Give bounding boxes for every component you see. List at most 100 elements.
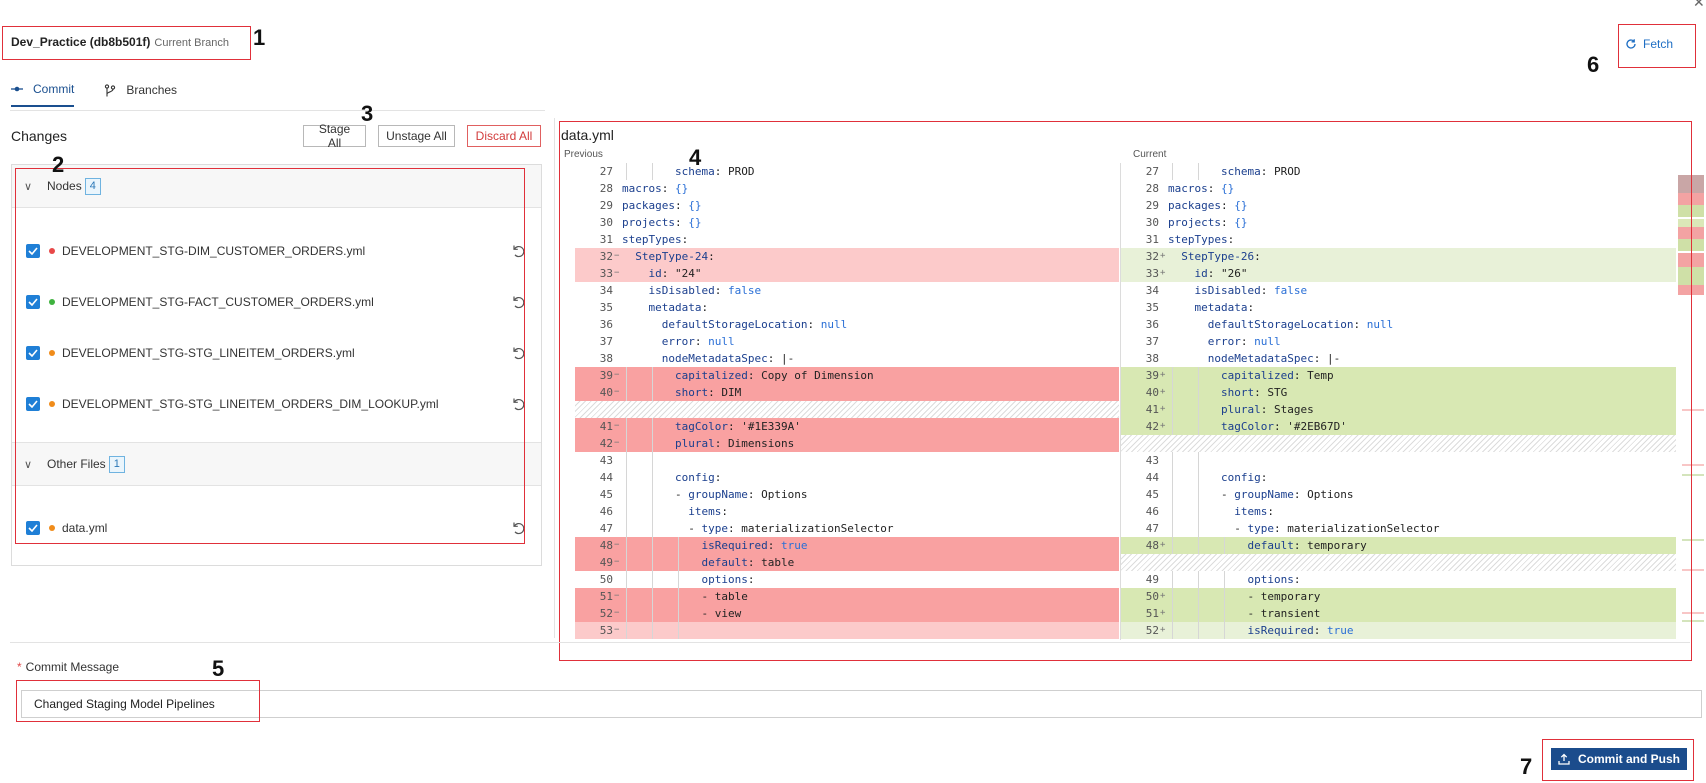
- close-icon[interactable]: ✕: [1693, 0, 1705, 10]
- line-code: error: null: [1207, 335, 1281, 348]
- line-number: 51: [1145, 607, 1159, 620]
- status-dot: [49, 401, 55, 407]
- callout-number-7: 7: [1520, 754, 1533, 779]
- line-code: config:: [1220, 471, 1268, 484]
- line-number: 43: [599, 454, 613, 467]
- line-number: 42: [1145, 420, 1159, 433]
- checkbox[interactable]: [26, 295, 40, 309]
- indent-guide: [652, 384, 653, 401]
- diff-line: 49− default: table: [575, 554, 1119, 571]
- checkbox[interactable]: [26, 244, 40, 258]
- callout-number-1: 1: [253, 25, 266, 50]
- refresh-icon: [1626, 39, 1636, 49]
- checkbox[interactable]: [26, 346, 40, 360]
- indent-guide: [1172, 571, 1173, 588]
- indent-guide: [1172, 520, 1173, 537]
- diff-line: 43: [575, 452, 1119, 469]
- file-row[interactable]: DEVELOPMENT_STG-FACT_CUSTOMER_ORDERS.yml: [26, 291, 526, 313]
- line-code: short: DIM: [674, 386, 742, 399]
- line-code: defaultStorageLocation: null: [661, 318, 848, 331]
- group-header-other-files[interactable]: ∨ Other Files 1: [12, 443, 541, 486]
- callout-number-2: 2: [52, 152, 65, 177]
- line-number: 31: [599, 233, 613, 246]
- diff-line: 42− plural: Dimensions: [575, 435, 1119, 452]
- indent-guide: [652, 435, 653, 452]
- line-number: 38: [1145, 352, 1159, 365]
- indent-guide: [626, 622, 627, 639]
- indent-guide: [678, 605, 679, 622]
- diff-marker: −: [614, 268, 620, 278]
- callout-box-5: [16, 680, 260, 722]
- undo-icon[interactable]: [510, 243, 526, 259]
- fetch-button[interactable]: Fetch: [1625, 37, 1673, 51]
- line-number: 42: [599, 437, 613, 450]
- group-header-nodes[interactable]: ∨ Nodes 4: [12, 165, 541, 208]
- indent-guide: [652, 367, 653, 384]
- file-row[interactable]: DEVELOPMENT_STG-DIM_CUSTOMER_ORDERS.yml: [26, 240, 526, 262]
- unstage-all-button[interactable]: Unstage All: [378, 125, 455, 147]
- line-code: - type: materializationSelector: [1168, 522, 1440, 535]
- undo-icon[interactable]: [510, 396, 526, 412]
- current-label: Current: [1133, 149, 1167, 160]
- checkbox[interactable]: [26, 521, 40, 535]
- undo-icon[interactable]: [510, 345, 526, 361]
- line-code: isRequired: true: [701, 539, 808, 552]
- indent-guide: [652, 469, 653, 486]
- indent-guide: [1198, 384, 1199, 401]
- diff-marker: −: [614, 591, 620, 601]
- commit-message-input[interactable]: [21, 690, 1702, 718]
- file-row[interactable]: data.yml: [26, 517, 526, 539]
- indent-guide: [626, 384, 627, 401]
- line-code: macros: {}: [622, 182, 689, 195]
- branch-icon: [105, 83, 116, 96]
- discard-all-button[interactable]: Discard All: [467, 125, 541, 147]
- bottom-divider: [10, 642, 1690, 643]
- diff-previous-pane[interactable]: 27 schema: PROD 28 macros: {} 29 packages: {…: [575, 163, 1119, 640]
- branch-name: Dev_Practice (db8b501f): [11, 35, 151, 49]
- indent-guide: [626, 520, 627, 537]
- line-code: tagColor: '#2EB67D': [1220, 420, 1347, 433]
- indent-guide: [1172, 622, 1173, 639]
- tab-commit[interactable]: Commit: [11, 82, 75, 107]
- diff-line: 32− StepType-24:: [575, 248, 1119, 265]
- diff-line: 51 + - transient: [1121, 605, 1676, 622]
- stage-all-button[interactable]: Stage All: [303, 122, 366, 150]
- line-number: 32: [599, 250, 613, 263]
- line-number: 38: [599, 352, 613, 365]
- indent-guide: [652, 588, 653, 605]
- indent-guide: [1224, 571, 1225, 588]
- commit-message-label: * Commit Message: [17, 660, 119, 674]
- diff-marker: −: [614, 370, 620, 380]
- count-badge: 4: [84, 177, 101, 195]
- group-label: Nodes: [47, 179, 82, 193]
- line-code: - type: materializationSelector: [622, 522, 894, 535]
- indent-guide: [1198, 486, 1199, 503]
- commit-and-push-button[interactable]: Commit and Push: [1551, 748, 1687, 770]
- line-code: items:: [688, 505, 728, 518]
- checkbox[interactable]: [26, 397, 40, 411]
- tabs-divider: [10, 110, 545, 111]
- line-code: plural: Dimensions: [674, 437, 795, 450]
- line-code: config:: [674, 471, 722, 484]
- diff-marker: −: [614, 608, 620, 618]
- diff-line: 53−: [575, 622, 1119, 639]
- tab-branches[interactable]: Branches: [104, 82, 177, 107]
- line-number: 47: [1145, 522, 1159, 535]
- indent-guide: [1198, 622, 1199, 639]
- diff-marker: +: [1160, 268, 1166, 278]
- diff-current-pane[interactable]: 27 schema: PROD 28 macros: {} 29 packages: {…: [1121, 163, 1676, 640]
- line-number: 44: [1145, 471, 1159, 484]
- undo-icon[interactable]: [510, 294, 526, 310]
- file-row[interactable]: DEVELOPMENT_STG-STG_LINEITEM_ORDERS_DIM_…: [26, 393, 526, 415]
- diff-line: 33− id: "24": [575, 265, 1119, 282]
- undo-icon[interactable]: [510, 520, 526, 536]
- diff-line: 37 error: null: [575, 333, 1119, 350]
- indent-guide: [652, 605, 653, 622]
- status-dot: [49, 350, 55, 356]
- file-row[interactable]: DEVELOPMENT_STG-STG_LINEITEM_ORDERS.yml: [26, 342, 526, 364]
- callout-box-4: [559, 121, 1692, 661]
- line-number: 44: [599, 471, 613, 484]
- line-number: 35: [1145, 301, 1159, 314]
- commit-icon: [11, 86, 23, 92]
- diff-line: 34 isDisabled: false: [575, 282, 1119, 299]
